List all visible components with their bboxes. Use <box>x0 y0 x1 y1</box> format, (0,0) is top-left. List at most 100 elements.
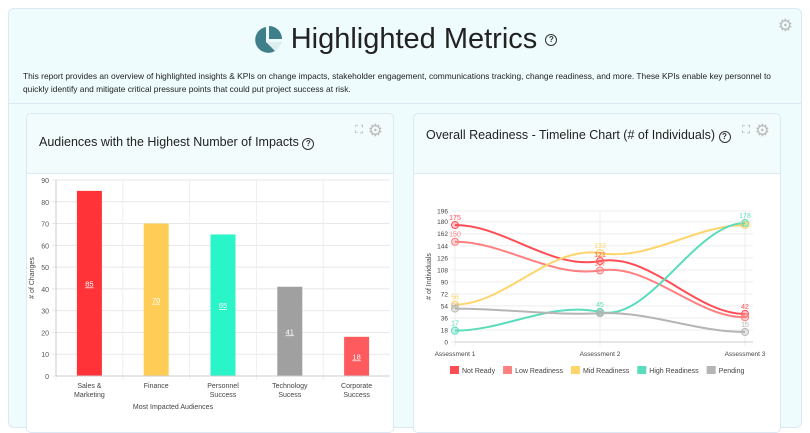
point-data-label: 56 <box>451 295 459 302</box>
y-tick-label: 90 <box>41 178 49 185</box>
y-tick-label: 144 <box>437 243 448 250</box>
legend-label: Pending <box>719 368 745 375</box>
y-tick-label: 70 <box>41 222 49 229</box>
legend-label: Low Readiness <box>515 368 563 375</box>
data-point <box>451 326 459 335</box>
point-data-label: 43 <box>596 311 604 318</box>
x-tick-label: Corporate <box>341 383 372 390</box>
x-tick-label: Marketing <box>74 392 105 399</box>
y-tick-label: 0 <box>444 340 448 347</box>
data-point <box>451 237 459 246</box>
data-point <box>451 221 459 230</box>
x-tick-label: Sales & <box>77 383 101 390</box>
y-tick-label: 126 <box>437 255 448 262</box>
y-tick-label: 108 <box>437 267 448 274</box>
legend-swatch <box>503 366 513 374</box>
x-tick-label: Personnel <box>207 383 239 390</box>
x-tick-label: Sucess <box>278 392 301 399</box>
data-point <box>596 309 604 318</box>
series-line <box>454 240 746 319</box>
divider <box>9 103 801 104</box>
description: This report provides an overview of high… <box>23 71 771 94</box>
legend-label: Mid Readiness <box>583 368 630 375</box>
help-icon[interactable]: ? <box>545 33 558 46</box>
point-data-label: 175 <box>449 215 461 222</box>
legend-swatch <box>706 366 716 374</box>
y-tick-label: 36 <box>441 315 449 322</box>
bar <box>277 286 303 376</box>
series-line <box>454 224 746 315</box>
data-point <box>741 327 749 336</box>
y-tick-label: 180 <box>437 219 448 226</box>
bar-data-label: 70 <box>152 296 160 305</box>
point-data-label: 15 <box>741 322 749 329</box>
x-tick-label: Technology <box>272 383 308 390</box>
data-point <box>741 219 749 228</box>
legend-swatch <box>450 366 459 374</box>
series-line <box>454 224 746 306</box>
y-tick-label: 162 <box>437 231 448 238</box>
pie-chart-icon <box>254 25 282 53</box>
card-title: Overall Readiness - Timeline Chart (# of… <box>426 127 746 144</box>
point-data-label: 178 <box>739 213 751 220</box>
gear-icon[interactable]: ⚙ <box>777 16 793 35</box>
bar-data-label: 65 <box>219 301 227 310</box>
page-title: Highlighted Metrics ? <box>9 23 801 56</box>
readiness-card: Overall Readiness - Timeline Chart (# of… <box>413 113 781 433</box>
x-tick-label: Success <box>210 392 237 399</box>
point-data-label: 50 <box>451 304 459 311</box>
x-tick-label: Finance <box>144 383 169 390</box>
y-tick-label: 60 <box>41 243 49 250</box>
card-title-text: Overall Readiness - Timeline Chart (# of… <box>426 128 716 142</box>
bar <box>210 234 236 376</box>
y-tick-label: 72 <box>441 291 449 298</box>
y-tick-label: 40 <box>41 287 49 294</box>
y-tick-label: 90 <box>441 279 449 286</box>
data-point <box>596 249 604 258</box>
legend-swatch <box>570 366 580 374</box>
point-data-label: 42 <box>741 304 749 311</box>
x-axis-title: Most Impacted Audiences <box>133 404 214 411</box>
point-data-label: 121 <box>594 252 606 259</box>
help-icon[interactable]: ? <box>718 130 731 143</box>
charts-layer: 0 10 20 30 40 50 60 70 80 90 85 Sales & Marketing 70 F… <box>29 178 766 411</box>
y-tick-label: 10 <box>41 352 49 359</box>
y-axis-title: # of Changes <box>29 257 36 299</box>
gear-icon[interactable]: ⚙ <box>754 121 770 140</box>
impacts-card: Audiences with the Highest Number of Imp… <box>26 113 394 433</box>
y-tick-label: 80 <box>41 200 49 207</box>
data-point <box>451 304 459 313</box>
x-tick-label: Assessment 3 <box>725 351 766 358</box>
bar <box>76 190 102 376</box>
point-data-label: 133 <box>594 243 606 250</box>
y-axis-title: # of Individuals <box>426 253 433 300</box>
y-tick-label: 54 <box>441 303 449 310</box>
data-point <box>741 313 749 322</box>
legend-label: Not Ready <box>462 368 496 375</box>
legend-swatch <box>637 366 647 374</box>
point-data-label: 17 <box>451 321 459 328</box>
y-tick-label: 18 <box>441 327 449 334</box>
help-icon[interactable]: ? <box>302 137 315 150</box>
expand-icon[interactable]: ⛶ <box>742 124 750 136</box>
point-data-label: 45 <box>596 302 604 309</box>
x-tick-label: Assessment 1 <box>435 351 476 358</box>
expand-icon[interactable]: ⛶ <box>355 124 363 136</box>
series-line <box>454 222 746 332</box>
legend-label: High Readiness <box>649 368 699 375</box>
data-point <box>596 257 604 266</box>
point-data-label: 107 <box>594 261 606 268</box>
bar-data-label: 18 <box>352 352 360 361</box>
point-data-label: 175 <box>739 222 751 229</box>
page-title-text: Highlighted Metrics <box>290 23 538 55</box>
gear-icon[interactable]: ⚙ <box>367 121 383 140</box>
data-point <box>596 266 604 275</box>
point-data-label: 37 <box>741 313 749 320</box>
y-tick-label: 20 <box>41 330 49 337</box>
bar <box>344 336 370 376</box>
series-line <box>454 307 746 333</box>
card-title-text: Audiences with the Highest Number of Imp… <box>39 135 299 149</box>
bar-data-label: 41 <box>286 327 294 336</box>
bar <box>143 223 169 376</box>
y-tick-label: 50 <box>41 265 49 272</box>
